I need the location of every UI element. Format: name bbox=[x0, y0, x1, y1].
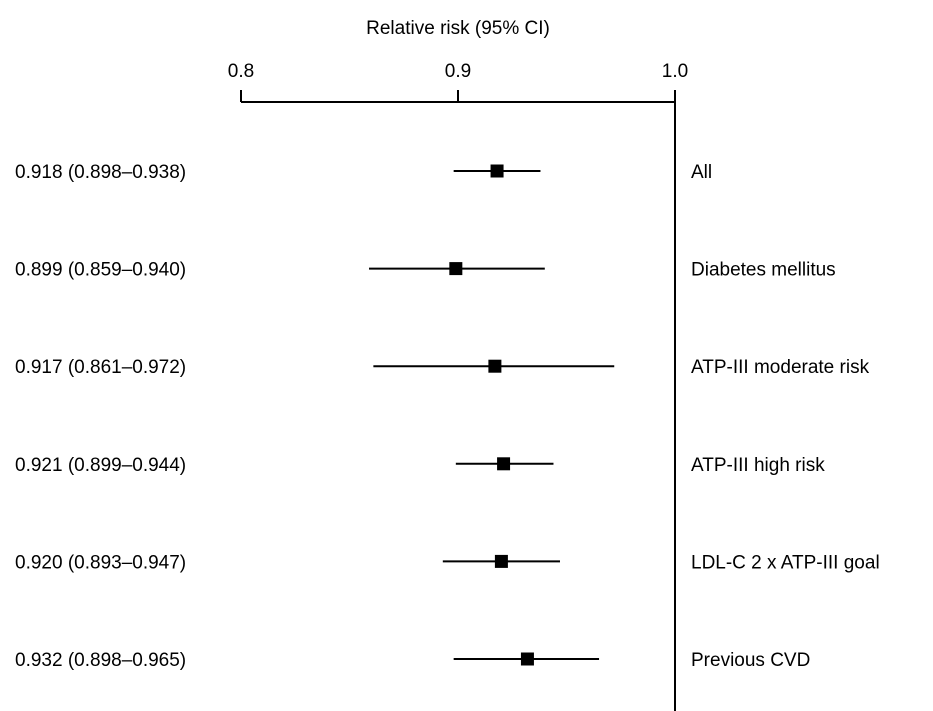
point-estimate-marker bbox=[449, 262, 463, 276]
x-axis-label: Relative risk (95% CI) bbox=[366, 18, 550, 39]
estimate-text: 0.917 (0.861–0.972) bbox=[15, 357, 186, 378]
subgroup-label: ATP-III high risk bbox=[691, 455, 825, 476]
forest-row: 0.921 (0.899–0.944) ATP-III high risk bbox=[15, 455, 825, 476]
estimate-text: 0.920 (0.893–0.947) bbox=[15, 552, 186, 573]
forest-row: 0.899 (0.859–0.940) Diabetes mellitus bbox=[15, 260, 836, 281]
x-tick-label: 1.0 bbox=[662, 61, 688, 82]
subgroup-label: ATP-III moderate risk bbox=[691, 357, 870, 378]
subgroup-label: Previous CVD bbox=[691, 650, 810, 671]
x-axis: 0.8 0.9 1.0 bbox=[228, 61, 688, 711]
x-tick-label: 0.8 bbox=[228, 61, 254, 82]
point-estimate-marker bbox=[497, 457, 511, 471]
point-estimate-marker bbox=[520, 652, 534, 666]
estimate-text: 0.899 (0.859–0.940) bbox=[15, 260, 186, 281]
point-estimate-marker bbox=[490, 164, 504, 178]
forest-row: 0.917 (0.861–0.972) ATP-III moderate risk bbox=[15, 357, 870, 378]
estimate-text: 0.932 (0.898–0.965) bbox=[15, 650, 186, 671]
estimate-text: 0.921 (0.899–0.944) bbox=[15, 455, 186, 476]
point-estimate-marker bbox=[488, 359, 502, 373]
subgroup-label: All bbox=[691, 162, 712, 183]
forest-rows: 0.918 (0.898–0.938) All 0.899 (0.859–0.940… bbox=[15, 162, 880, 671]
forest-row: 0.932 (0.898–0.965) Previous CVD bbox=[15, 650, 810, 671]
x-tick-label: 0.9 bbox=[445, 61, 471, 82]
forest-row: 0.920 (0.893–0.947) LDL-C 2 x ATP-III goa… bbox=[15, 552, 880, 573]
estimate-text: 0.918 (0.898–0.938) bbox=[15, 162, 186, 183]
subgroup-label: Diabetes mellitus bbox=[691, 260, 836, 281]
forest-row: 0.918 (0.898–0.938) All bbox=[15, 162, 712, 183]
subgroup-label: LDL-C 2 x ATP-III goal bbox=[691, 552, 880, 573]
point-estimate-marker bbox=[494, 554, 508, 568]
